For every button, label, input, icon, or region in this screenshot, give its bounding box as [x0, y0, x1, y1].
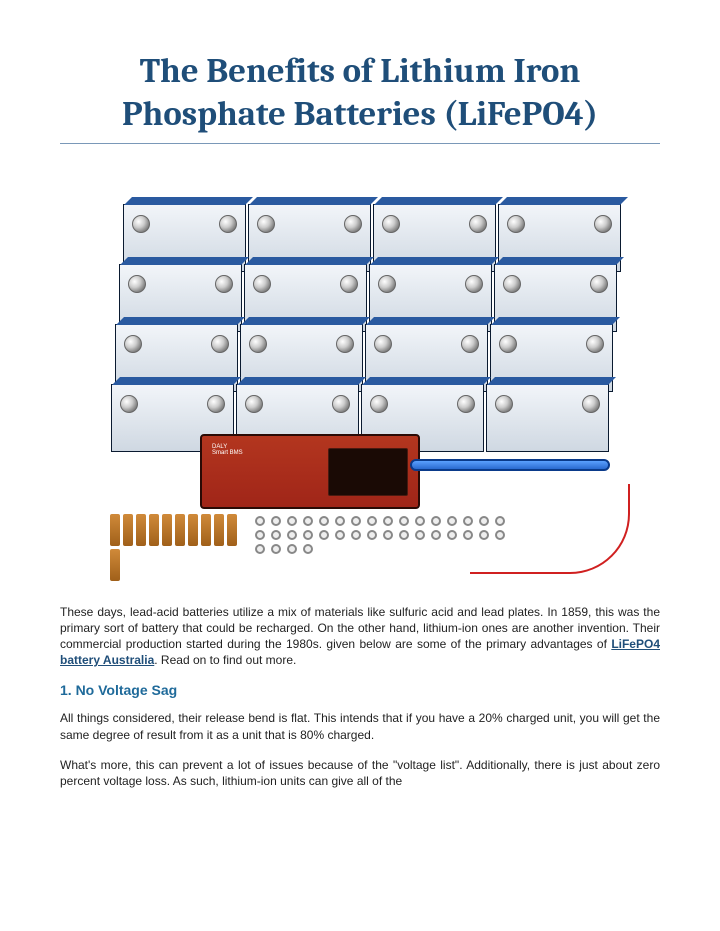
terminal [128, 275, 146, 293]
busbar [162, 514, 172, 546]
ring-lug [255, 530, 265, 540]
ring-lug [303, 530, 313, 540]
busbar [136, 514, 146, 546]
title-line-2: Phosphate Batteries (LiFePO4) [122, 94, 598, 134]
intro-text-a: These days, lead-acid batteries utilize … [60, 605, 660, 651]
terminal [336, 335, 354, 353]
ring-lug [367, 516, 377, 526]
terminal [374, 335, 392, 353]
ring-lug [319, 516, 329, 526]
ring-lug [303, 516, 313, 526]
ring-lug [255, 516, 265, 526]
accessory-area: DALY Smart BMS [110, 434, 610, 564]
hero-image: DALY Smart BMS [60, 204, 660, 564]
terminal [245, 395, 263, 413]
terminal [120, 395, 138, 413]
ring-lug [271, 516, 281, 526]
ring-lug [351, 516, 361, 526]
ring-lug [399, 530, 409, 540]
ring-lug [447, 516, 457, 526]
ring-lug [287, 544, 297, 554]
terminal [211, 335, 229, 353]
terminal [469, 215, 487, 233]
terminal [332, 395, 350, 413]
title-line-1: The Benefits of Lithium Iron [140, 51, 581, 91]
ring-lug [463, 516, 473, 526]
terminal [370, 395, 388, 413]
ring-lug [351, 530, 361, 540]
ring-lug [271, 544, 281, 554]
ring-lug [271, 530, 281, 540]
bms-unit: DALY Smart BMS [200, 434, 420, 509]
busbar [110, 549, 120, 581]
ring-lug [431, 516, 441, 526]
busbars-group [110, 514, 240, 581]
terminal [378, 275, 396, 293]
ring-lug [479, 530, 489, 540]
terminal [507, 215, 525, 233]
terminal [499, 335, 517, 353]
terminal [344, 215, 362, 233]
ring-lug [415, 530, 425, 540]
terminal [586, 335, 604, 353]
battery-stack [110, 204, 610, 454]
paragraph-3: What's more, this can prevent a lot of i… [60, 757, 660, 789]
bms-label: DALY Smart BMS [212, 444, 243, 456]
terminal [340, 275, 358, 293]
ring-lug [319, 530, 329, 540]
ring-lug [495, 516, 505, 526]
paragraph-2: All things considered, their release ben… [60, 710, 660, 742]
ring-lug [367, 530, 377, 540]
busbar [201, 514, 211, 546]
ring-lug [431, 530, 441, 540]
terminal [257, 215, 275, 233]
terminal [594, 215, 612, 233]
busbar [149, 514, 159, 546]
ring-lug [287, 516, 297, 526]
ring-lug [463, 530, 473, 540]
lugs-group [255, 516, 505, 554]
ring-lug [383, 530, 393, 540]
terminal [495, 395, 513, 413]
busbar [175, 514, 185, 546]
terminal [503, 275, 521, 293]
ring-lug [399, 516, 409, 526]
cable-blue [410, 459, 610, 471]
ring-lug [383, 516, 393, 526]
terminal [219, 215, 237, 233]
page-title: The Benefits of Lithium Iron Phosphate B… [60, 50, 660, 144]
terminal [465, 275, 483, 293]
bms-screen [328, 448, 408, 496]
busbar [214, 514, 224, 546]
terminal [249, 335, 267, 353]
terminal [382, 215, 400, 233]
terminal [461, 335, 479, 353]
terminal [457, 395, 475, 413]
ring-lug [287, 530, 297, 540]
terminal [582, 395, 600, 413]
ring-lug [447, 530, 457, 540]
busbar [123, 514, 133, 546]
intro-paragraph: These days, lead-acid batteries utilize … [60, 604, 660, 669]
terminal [253, 275, 271, 293]
ring-lug [415, 516, 425, 526]
ring-lug [335, 530, 345, 540]
busbar [188, 514, 198, 546]
terminal [132, 215, 150, 233]
ring-lug [495, 530, 505, 540]
terminal [590, 275, 608, 293]
intro-text-b: . Read on to find out more. [154, 653, 296, 667]
busbar [110, 514, 120, 546]
ring-lug [335, 516, 345, 526]
section-heading-1: 1. No Voltage Sag [60, 682, 660, 698]
ring-lug [255, 544, 265, 554]
busbar [227, 514, 237, 546]
terminal [207, 395, 225, 413]
terminal [124, 335, 142, 353]
ring-lug [303, 544, 313, 554]
ring-lug [479, 516, 489, 526]
terminal [215, 275, 233, 293]
